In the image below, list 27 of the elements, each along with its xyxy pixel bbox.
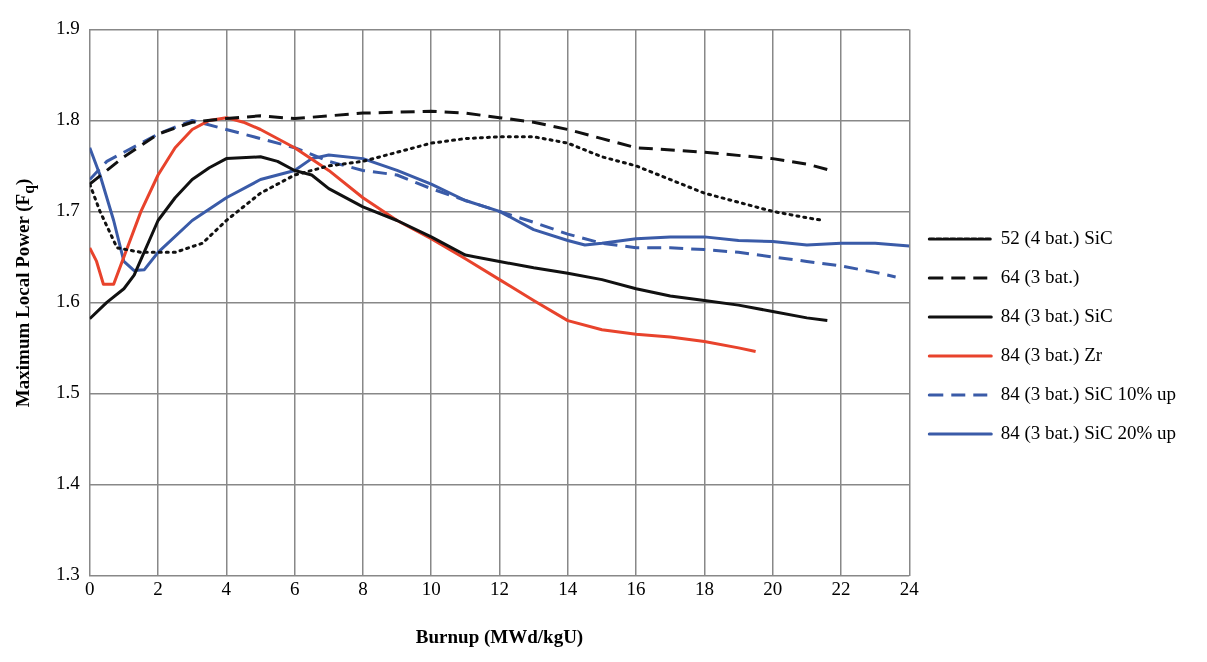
- legend-label: 64 (3 bat.): [1000, 265, 1080, 288]
- x-tick-label: 10: [421, 577, 441, 599]
- x-tick-label: 20: [763, 577, 783, 599]
- y-tick-label: 1.4: [56, 472, 81, 494]
- x-tick-label: 6: [289, 577, 300, 599]
- x-tick-label: 0: [85, 577, 95, 599]
- y-tick-label: 1.6: [56, 290, 80, 312]
- x-tick-label: 18: [694, 577, 714, 599]
- x-tick-label: 12: [490, 577, 510, 599]
- x-tick-label: 8: [358, 577, 368, 599]
- y-tick-label: 1.8: [56, 108, 80, 130]
- x-tick-label: 14: [558, 577, 578, 599]
- y-tick-label: 1.7: [56, 199, 80, 221]
- x-axis-title: Burnup (MWd/kgU): [415, 625, 584, 648]
- x-tick-label: 22: [831, 577, 851, 599]
- x-tick-label: 16: [626, 577, 646, 599]
- y-tick-label: 1.5: [56, 381, 80, 403]
- legend-label: 84 (3 bat.) SiC 10% up: [1000, 382, 1177, 405]
- legend-label: 52 (4 bat.) SiC: [1000, 226, 1113, 249]
- legend-label: 84 (3 bat.) Zr: [1000, 343, 1103, 366]
- legend-label: 84 (3 bat.) SiC: [1000, 304, 1113, 327]
- y-tick-label: 1.9: [56, 17, 80, 39]
- x-tick-label: 4: [221, 577, 232, 599]
- x-tick-label: 2: [153, 577, 163, 599]
- x-tick-label: 24: [899, 577, 920, 599]
- y-tick-label: 1.3: [56, 563, 80, 585]
- legend-label: 84 (3 bat.) SiC 20% up: [1000, 421, 1177, 444]
